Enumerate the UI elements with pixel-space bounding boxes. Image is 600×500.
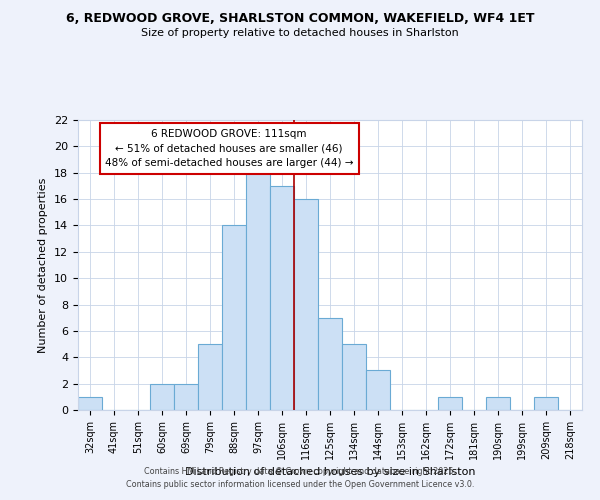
Bar [246,172,270,410]
Text: 6 REDWOOD GROVE: 111sqm
← 51% of detached houses are smaller (46)
48% of semi-de: 6 REDWOOD GROVE: 111sqm ← 51% of detache… [105,128,353,168]
Bar [438,397,462,410]
Bar [78,397,102,410]
Bar [366,370,390,410]
Text: 6, REDWOOD GROVE, SHARLSTON COMMON, WAKEFIELD, WF4 1ET: 6, REDWOOD GROVE, SHARLSTON COMMON, WAKE… [66,12,534,26]
Text: Size of property relative to detached houses in Sharlston: Size of property relative to detached ho… [141,28,459,38]
X-axis label: Distribution of detached houses by size in Sharlston: Distribution of detached houses by size … [185,468,475,477]
Bar [198,344,222,410]
Bar [486,397,510,410]
Bar [342,344,366,410]
Bar [150,384,174,410]
Text: Contains public sector information licensed under the Open Government Licence v3: Contains public sector information licen… [126,480,474,489]
Bar [270,186,294,410]
Text: Contains HM Land Registry data © Crown copyright and database right 2025.: Contains HM Land Registry data © Crown c… [144,467,456,476]
Bar [174,384,198,410]
Y-axis label: Number of detached properties: Number of detached properties [38,178,49,352]
Bar [294,199,318,410]
Bar [318,318,342,410]
Bar [222,226,246,410]
Bar [534,397,558,410]
